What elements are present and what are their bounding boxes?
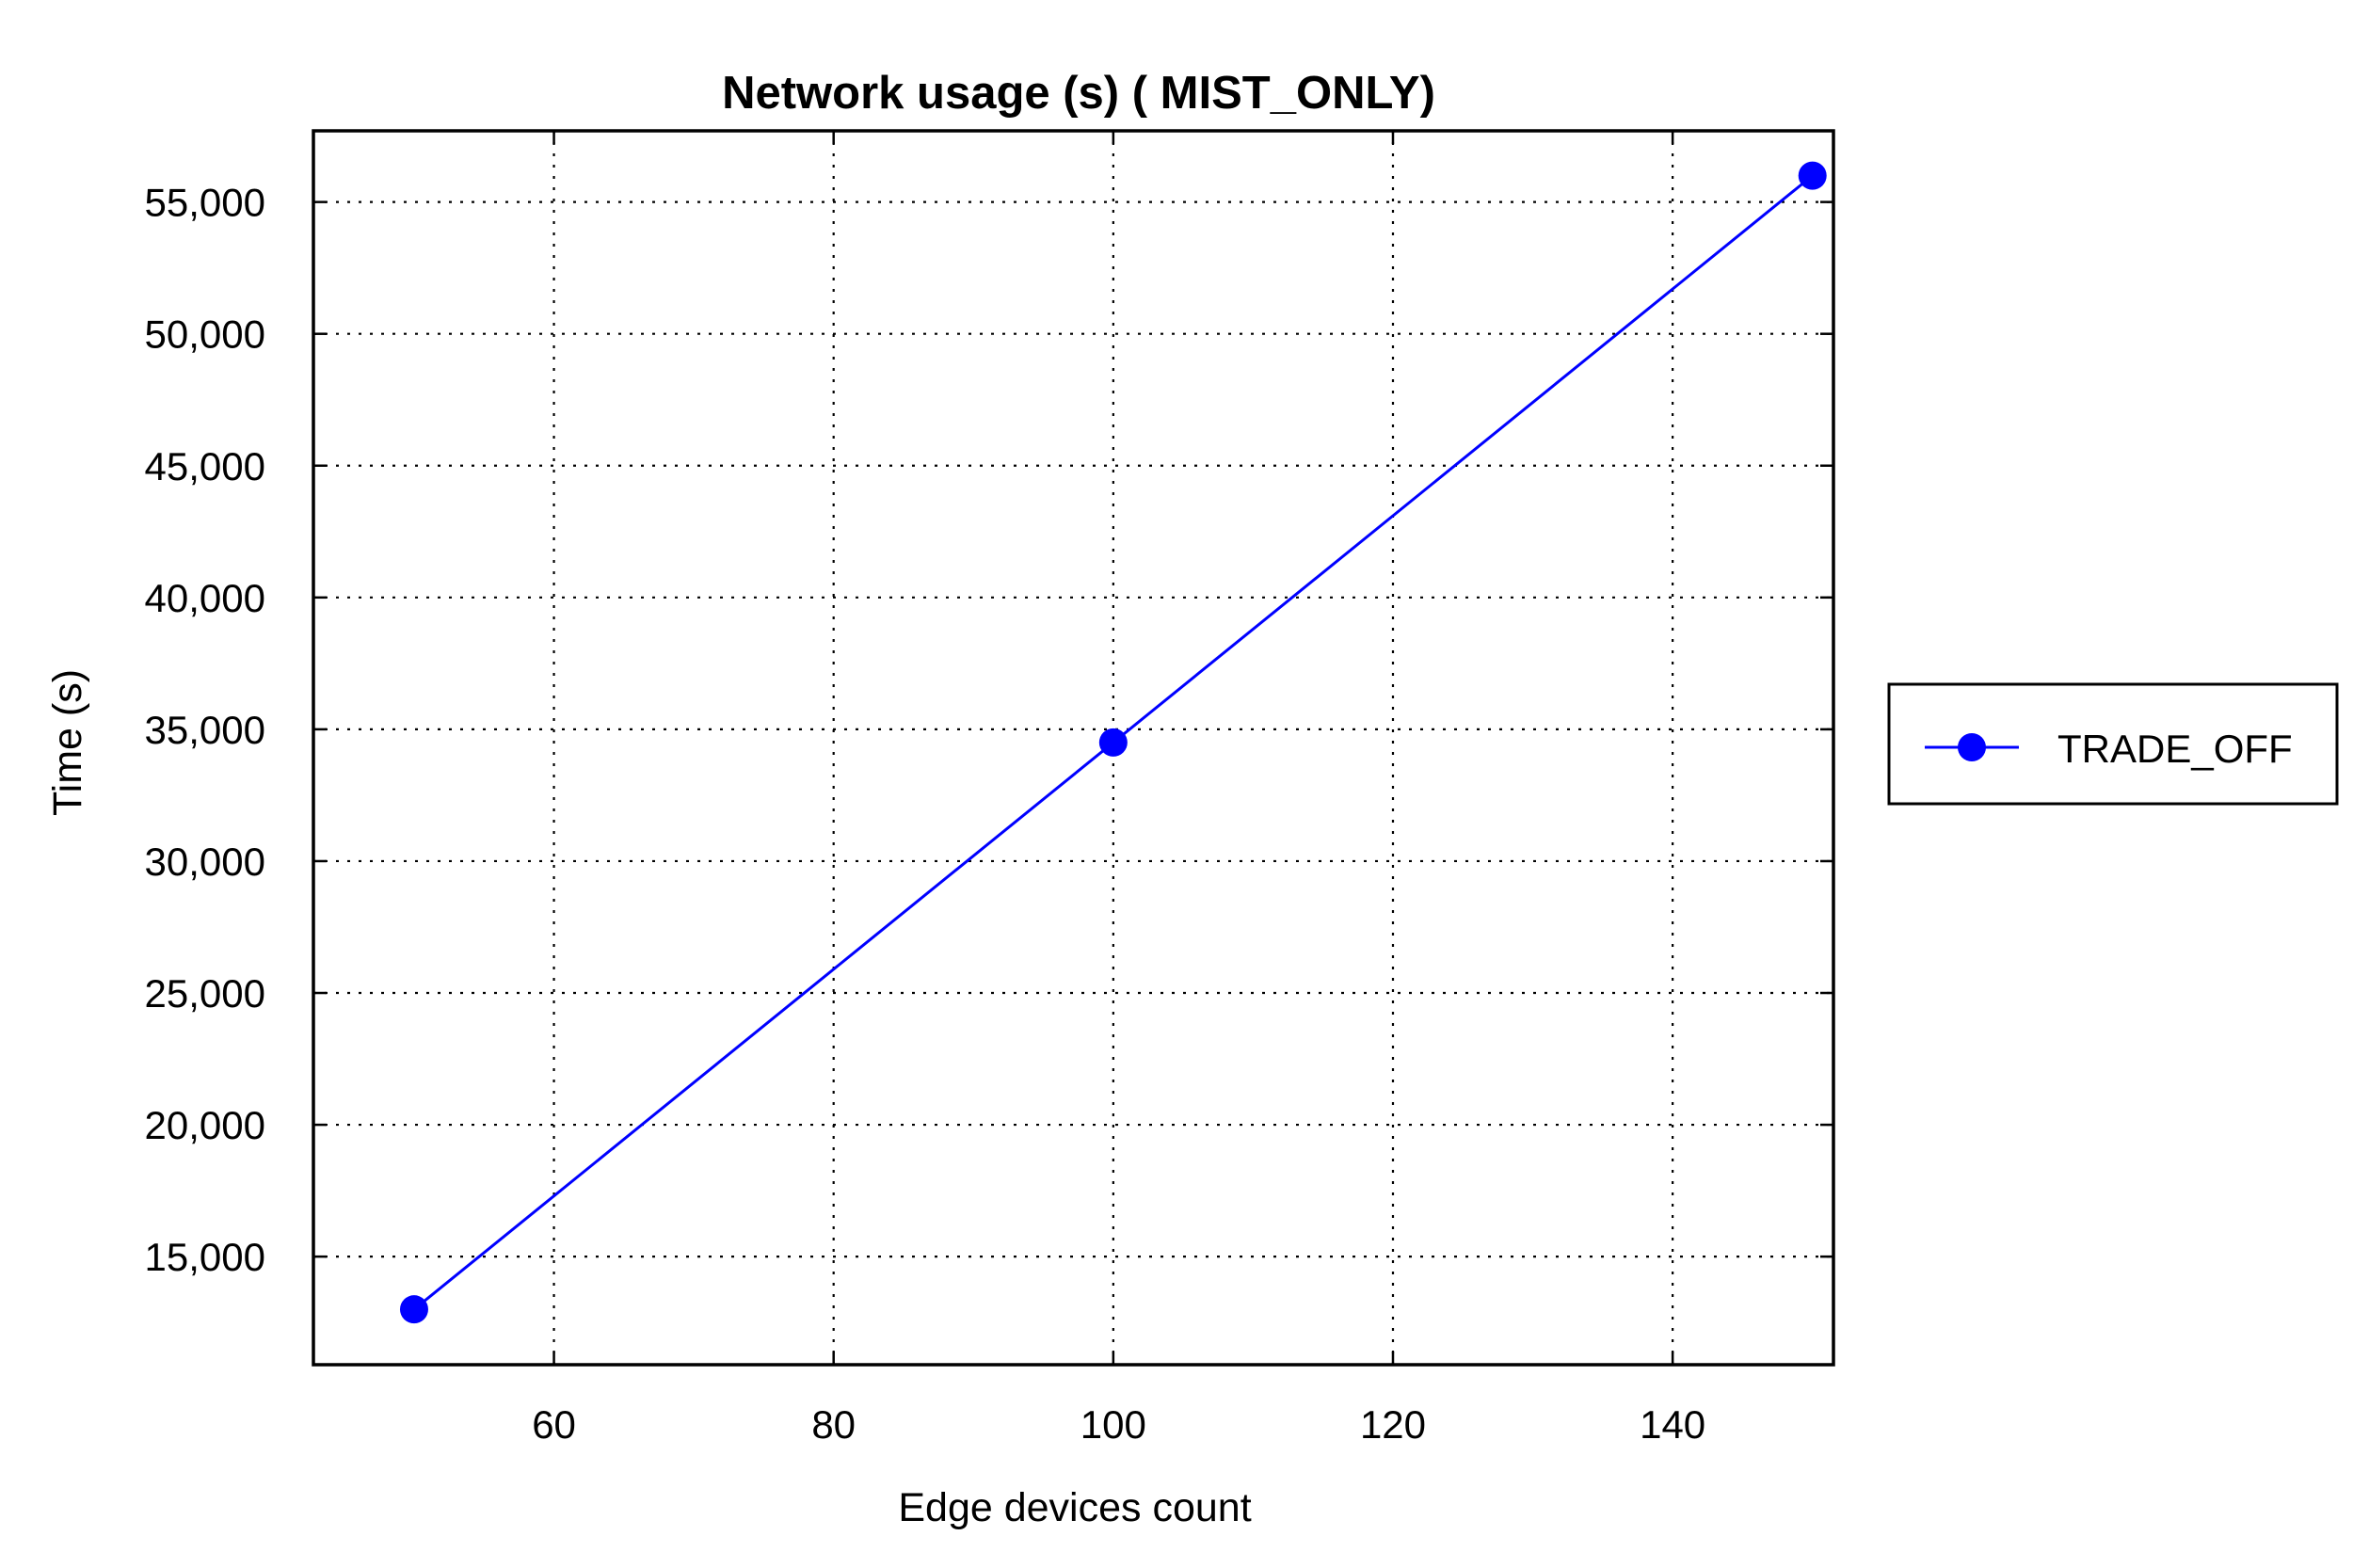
y-axis-label: Time (s) [45,669,90,816]
legend: TRADE_OFF [1887,682,2339,806]
y-tick-label: 25,000 [145,971,265,1016]
y-tick-label: 40,000 [145,576,265,620]
x-tick-label: 140 [1640,1402,1705,1447]
x-tick-label: 100 [1080,1402,1146,1447]
y-tick-label: 55,000 [145,181,265,225]
series-layer [399,161,1827,1324]
x-axis-label: Edge devices count [898,1485,1251,1530]
axis-ticks: 60 80 100 120 140 15,000 20,000 25,000 30,000 35,… [145,131,1833,1447]
y-tick-label: 15,000 [145,1235,265,1279]
legend-marker [1958,733,1986,761]
grid-lines [313,131,1833,1365]
data-point [1798,161,1827,190]
x-tick-label: 60 [532,1402,576,1447]
chart-title: Network usage (s) ( MIST_ONLY) [722,68,1435,119]
legend-label: TRADE_OFF [2057,727,2293,771]
y-tick-label: 30,000 [145,840,265,884]
x-tick-label: 120 [1360,1402,1426,1447]
plot-frame [312,129,1835,1367]
x-tick-label: 80 [811,1402,856,1447]
y-tick-label: 50,000 [145,312,265,357]
data-point [399,1295,428,1324]
y-tick-label: 20,000 [145,1103,265,1147]
data-point [1098,728,1128,757]
y-tick-label: 35,000 [145,708,265,752]
y-tick-label: 45,000 [145,444,265,488]
